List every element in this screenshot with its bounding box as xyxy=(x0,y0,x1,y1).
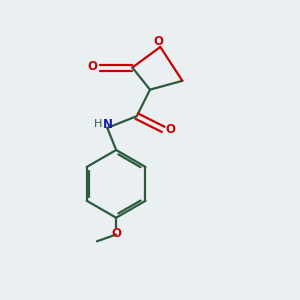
Text: O: O xyxy=(111,227,121,240)
Text: H: H xyxy=(94,119,102,129)
Text: O: O xyxy=(154,35,164,48)
Text: O: O xyxy=(166,124,176,136)
Text: O: O xyxy=(88,61,98,74)
Text: N: N xyxy=(103,118,113,131)
